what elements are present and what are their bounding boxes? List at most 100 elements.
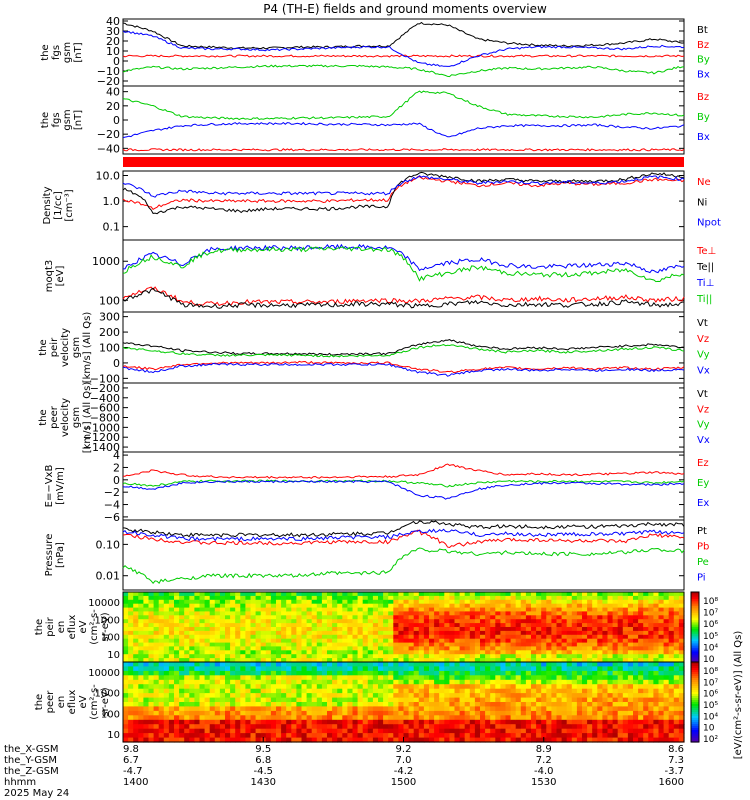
spectrogram-cell <box>521 680 527 685</box>
spectrogram-cell <box>567 654 573 659</box>
spectrogram-cell <box>149 596 155 601</box>
spectrogram-cell <box>490 662 496 667</box>
spectrogram-cell <box>322 724 328 729</box>
spectrogram-cell <box>495 635 501 640</box>
spectrogram-cell <box>613 684 619 689</box>
spectrogram-cell <box>638 693 644 698</box>
spectrogram-cell <box>557 671 563 676</box>
spectrogram-cell <box>337 650 343 655</box>
spectrogram-cell <box>347 733 353 738</box>
spectrogram-cell <box>404 631 410 636</box>
spectrogram-cell <box>358 646 364 651</box>
spectrogram-cell <box>623 635 629 640</box>
spectrogram-cell <box>434 711 440 716</box>
spectrogram-cell <box>205 711 211 716</box>
spectrogram-cell <box>572 639 578 644</box>
spectrogram-cell <box>648 639 654 644</box>
spectrogram-cell <box>602 715 608 720</box>
spectrogram-cell <box>516 604 522 609</box>
spectrogram-cell <box>449 600 455 605</box>
spectrogram-cell <box>541 706 547 711</box>
spectrogram-cell <box>409 646 415 651</box>
spectrogram-cell <box>154 654 160 659</box>
spectrogram-cell <box>516 596 522 601</box>
spectrogram-cell <box>648 627 654 632</box>
spectrogram-cell <box>276 711 282 716</box>
spectrogram-cell <box>602 729 608 734</box>
spectrogram-cell <box>429 639 435 644</box>
spectrogram-cell <box>353 724 359 729</box>
spectrogram-cell <box>414 623 420 628</box>
spectrogram-cell <box>460 619 466 624</box>
spectrogram-cell <box>296 666 302 671</box>
spectrogram-cell <box>276 698 282 703</box>
spectrogram-cell <box>261 646 267 651</box>
spectrogram-cell <box>562 592 568 597</box>
spectrogram-cell <box>205 671 211 676</box>
spectrogram-cell <box>485 698 491 703</box>
spectrogram-cell <box>597 615 603 620</box>
spectrogram-cell <box>618 702 624 707</box>
spectrogram-cell <box>149 627 155 632</box>
spectrogram-cell <box>327 623 333 628</box>
spectrogram-cell <box>424 706 430 711</box>
spectrogram-cell <box>373 596 379 601</box>
spectrogram-cell <box>674 646 680 651</box>
spectrogram-cell <box>506 611 512 616</box>
spectrogram-cell <box>439 611 445 616</box>
spectrogram-cell <box>557 662 563 667</box>
spectrogram-cell <box>465 619 471 624</box>
spectrogram-cell <box>485 706 491 711</box>
spectrogram-cell <box>184 702 190 707</box>
spectrogram-cell <box>414 693 420 698</box>
spectrogram-cell <box>541 680 547 685</box>
spectrogram-cell <box>419 680 425 685</box>
spectrogram-cell <box>577 729 583 734</box>
spectrogram-cell <box>664 619 670 624</box>
spectrogram-cell <box>225 724 231 729</box>
spectrogram-cell <box>286 639 292 644</box>
spectrogram-cell <box>358 702 364 707</box>
spectrogram-cell <box>322 715 328 720</box>
series-line-bz <box>123 149 684 151</box>
spectrogram-cell <box>592 619 598 624</box>
spectrogram-cell <box>210 619 216 624</box>
spectrogram-cell <box>470 619 476 624</box>
spectrogram-cell <box>475 631 481 636</box>
spectrogram-cell <box>393 615 399 620</box>
spectrogram-cell <box>317 639 323 644</box>
spectrogram-cell <box>572 689 578 694</box>
spectrogram-cell <box>577 671 583 676</box>
spectrogram-cell <box>373 693 379 698</box>
spectrogram-cell <box>613 693 619 698</box>
spectrogram-cell <box>465 666 471 671</box>
y-tick-label: 10 <box>107 650 120 661</box>
spectrogram-cell <box>383 666 389 671</box>
spectrogram-cell <box>383 604 389 609</box>
spectrogram-cell <box>189 684 195 689</box>
spectrogram-cell <box>398 671 404 676</box>
spectrogram-cell <box>506 639 512 644</box>
spectrogram-cell <box>587 724 593 729</box>
spectrogram-cell <box>312 711 318 716</box>
spectrogram-cell <box>536 706 542 711</box>
spectrogram-cell <box>623 604 629 609</box>
spectrogram-cell <box>597 684 603 689</box>
spectrogram-cell <box>613 650 619 655</box>
spectrogram-cell <box>623 615 629 620</box>
spectrogram-cell <box>240 600 246 605</box>
spectrogram-cell <box>261 711 267 716</box>
spectrogram-cell <box>240 698 246 703</box>
spectrogram-cell <box>194 733 200 738</box>
spectrogram-cell <box>230 671 236 676</box>
spectrogram-cell <box>358 684 364 689</box>
spectrogram-cell <box>551 671 557 676</box>
spectrogram-cell <box>210 635 216 640</box>
spectrogram-cell <box>149 729 155 734</box>
spectrogram-cell <box>347 680 353 685</box>
spectrogram-cell <box>419 666 425 671</box>
spectrogram-cell <box>623 666 629 671</box>
spectrogram-cell <box>414 702 420 707</box>
spectrogram-cell <box>317 662 323 667</box>
spectrogram-cell <box>169 627 175 632</box>
